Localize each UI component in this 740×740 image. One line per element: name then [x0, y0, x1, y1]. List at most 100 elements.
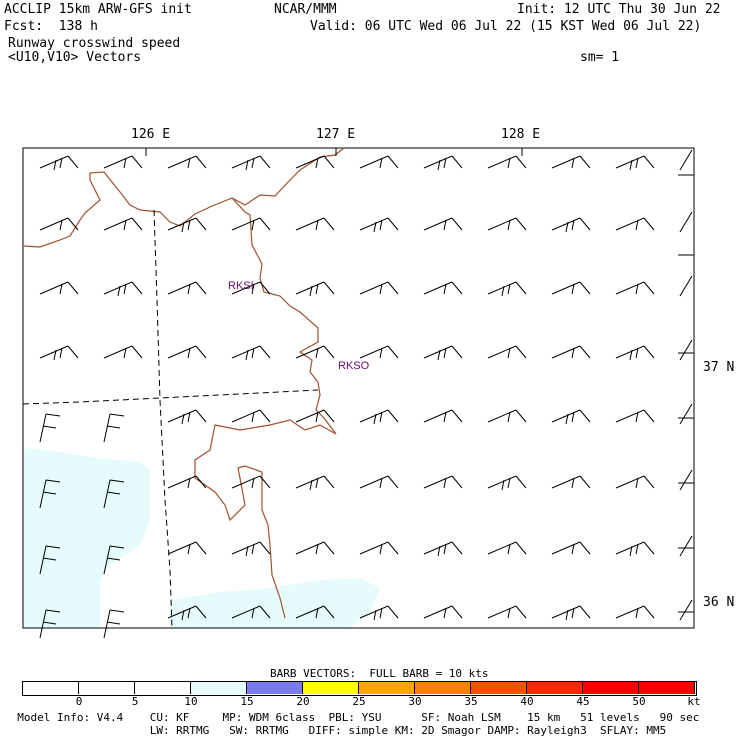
colorbar-label: 5 [131, 695, 139, 708]
wind-barb-stroke [42, 557, 57, 561]
center-label: NCAR/MMM [274, 2, 337, 17]
valid-time: Valid: 06 UTC Wed 06 Jul 22 (15 KST Wed … [310, 19, 702, 34]
wind-barb-stroke [103, 345, 133, 359]
wind-barb-stroke [551, 541, 581, 555]
wind-barb-stroke [59, 157, 63, 169]
wind-barb-stroke [195, 541, 207, 555]
wind-barb-stroke [423, 155, 453, 169]
wind-barb-stroke [451, 281, 463, 295]
wind-barb-stroke [251, 411, 255, 423]
colorbar-segment [135, 682, 191, 694]
colorbar-segment [359, 682, 415, 694]
wind-barb-stroke [515, 605, 527, 619]
wind-barb-stroke [423, 475, 453, 489]
wind-barb-stroke [195, 605, 207, 619]
physics-info: LW: RRTMG SW: RRTMG DIFF: simple KM: 2D … [4, 724, 667, 737]
colorbar-segment [23, 682, 79, 694]
wind-barb-stroke [295, 409, 325, 423]
wind-barb-stroke [679, 339, 693, 361]
wind-barb-stroke [643, 541, 655, 555]
wind-barb-stroke [437, 545, 441, 557]
wind-barb-stroke [187, 219, 191, 231]
wind-barb-stroke [103, 609, 111, 639]
wind-barb-stroke [167, 475, 197, 489]
model-info: Model Info: V4.4 CU: KF MP: WDM 6class P… [4, 711, 700, 724]
wind-barb-stroke [373, 221, 377, 233]
wind-barb-stroke [443, 543, 447, 555]
wind-barb-stroke [451, 409, 463, 423]
wind-barb-stroke [629, 349, 633, 361]
wind-barb-stroke [45, 479, 61, 483]
wind-barb-stroke [679, 599, 693, 621]
wind-barb-stroke [443, 607, 447, 619]
wind-barb-stroke [379, 347, 383, 359]
wind-barb-stroke [679, 211, 693, 233]
wind-barb-stroke [109, 413, 125, 417]
wind-barb-stroke [443, 219, 447, 231]
wind-barb-stroke [103, 217, 133, 231]
wind-barb-stroke [131, 281, 143, 295]
wind-barb-stroke [251, 477, 255, 489]
wind-barb-stroke [571, 157, 575, 169]
colorbar-title: BARB VECTORS: FULL BARB = 10 kts [270, 667, 489, 680]
wind-barb-stroke [571, 543, 575, 555]
wind-barb-stroke [359, 605, 389, 619]
wind-barb-stroke [259, 155, 271, 169]
wind-barb-stroke [579, 541, 591, 555]
axis-ticks [145, 148, 694, 613]
wind-barb-stroke [181, 413, 185, 425]
wind-barb-stroke [45, 545, 61, 549]
colorbar-label: 15 [240, 695, 254, 708]
wind-barb-stroke [379, 477, 383, 489]
colorbar-label: 20 [296, 695, 310, 708]
wind-barb-stroke [515, 281, 527, 295]
wind-barb-stroke [571, 607, 575, 619]
wind-barb-stroke [315, 283, 319, 295]
wind-barb-stroke [423, 217, 453, 231]
wind-barb-stroke [635, 283, 639, 295]
colorbar-label: 40 [520, 695, 534, 708]
colorbar-label: 0 [75, 695, 83, 708]
colorbar-segment [639, 682, 695, 694]
colorbar-segment [79, 682, 135, 694]
wind-barb-stroke [187, 543, 191, 555]
wind-barb-stroke [387, 281, 399, 295]
wind-barb-stroke [451, 217, 463, 231]
wind-barb-stroke [551, 475, 581, 489]
wind-barb-stroke [39, 217, 69, 231]
wind-barb-stroke [507, 219, 511, 231]
wind-barb-stroke [551, 345, 581, 359]
wind-barb-stroke [167, 155, 197, 169]
wind-barb-stroke [635, 607, 639, 619]
colorbar-label: 10 [184, 695, 198, 708]
wind-barb-stroke [187, 283, 191, 295]
wind-barb-stroke [551, 217, 581, 231]
wind-barb-stroke [571, 477, 575, 489]
wind-barb-stroke [315, 347, 319, 359]
wind-barb-stroke [487, 541, 517, 555]
wind-barb-stroke [565, 221, 569, 233]
wind-barb-stroke [615, 217, 645, 231]
wind-barb-stroke [323, 409, 335, 423]
wind-barb-stroke [103, 413, 111, 443]
wind-barb-stroke [295, 155, 325, 169]
colorbar-label: 30 [408, 695, 422, 708]
wind-barb-stroke [423, 281, 453, 295]
field-name: Runway crosswind speed [8, 36, 181, 51]
wind-barb-stroke [507, 157, 511, 169]
colorbar-segment [583, 682, 639, 694]
wind-barb-stroke [315, 543, 319, 555]
wind-barb-stroke [103, 479, 111, 509]
wind-barb-stroke [231, 409, 261, 423]
coastline [231, 147, 345, 206]
wind-barb-stroke [295, 605, 325, 619]
wind-barb-stroke [373, 413, 377, 425]
wind-barb-stroke [487, 345, 517, 359]
wind-barb-stroke [615, 475, 645, 489]
lon-label: 127 E [316, 127, 356, 142]
wind-barb-stroke [487, 217, 517, 231]
wind-barb-stroke [323, 281, 335, 295]
wind-barb-stroke [635, 219, 639, 231]
wind-barb-stroke [106, 557, 121, 561]
wind-barb-stroke [231, 541, 261, 555]
